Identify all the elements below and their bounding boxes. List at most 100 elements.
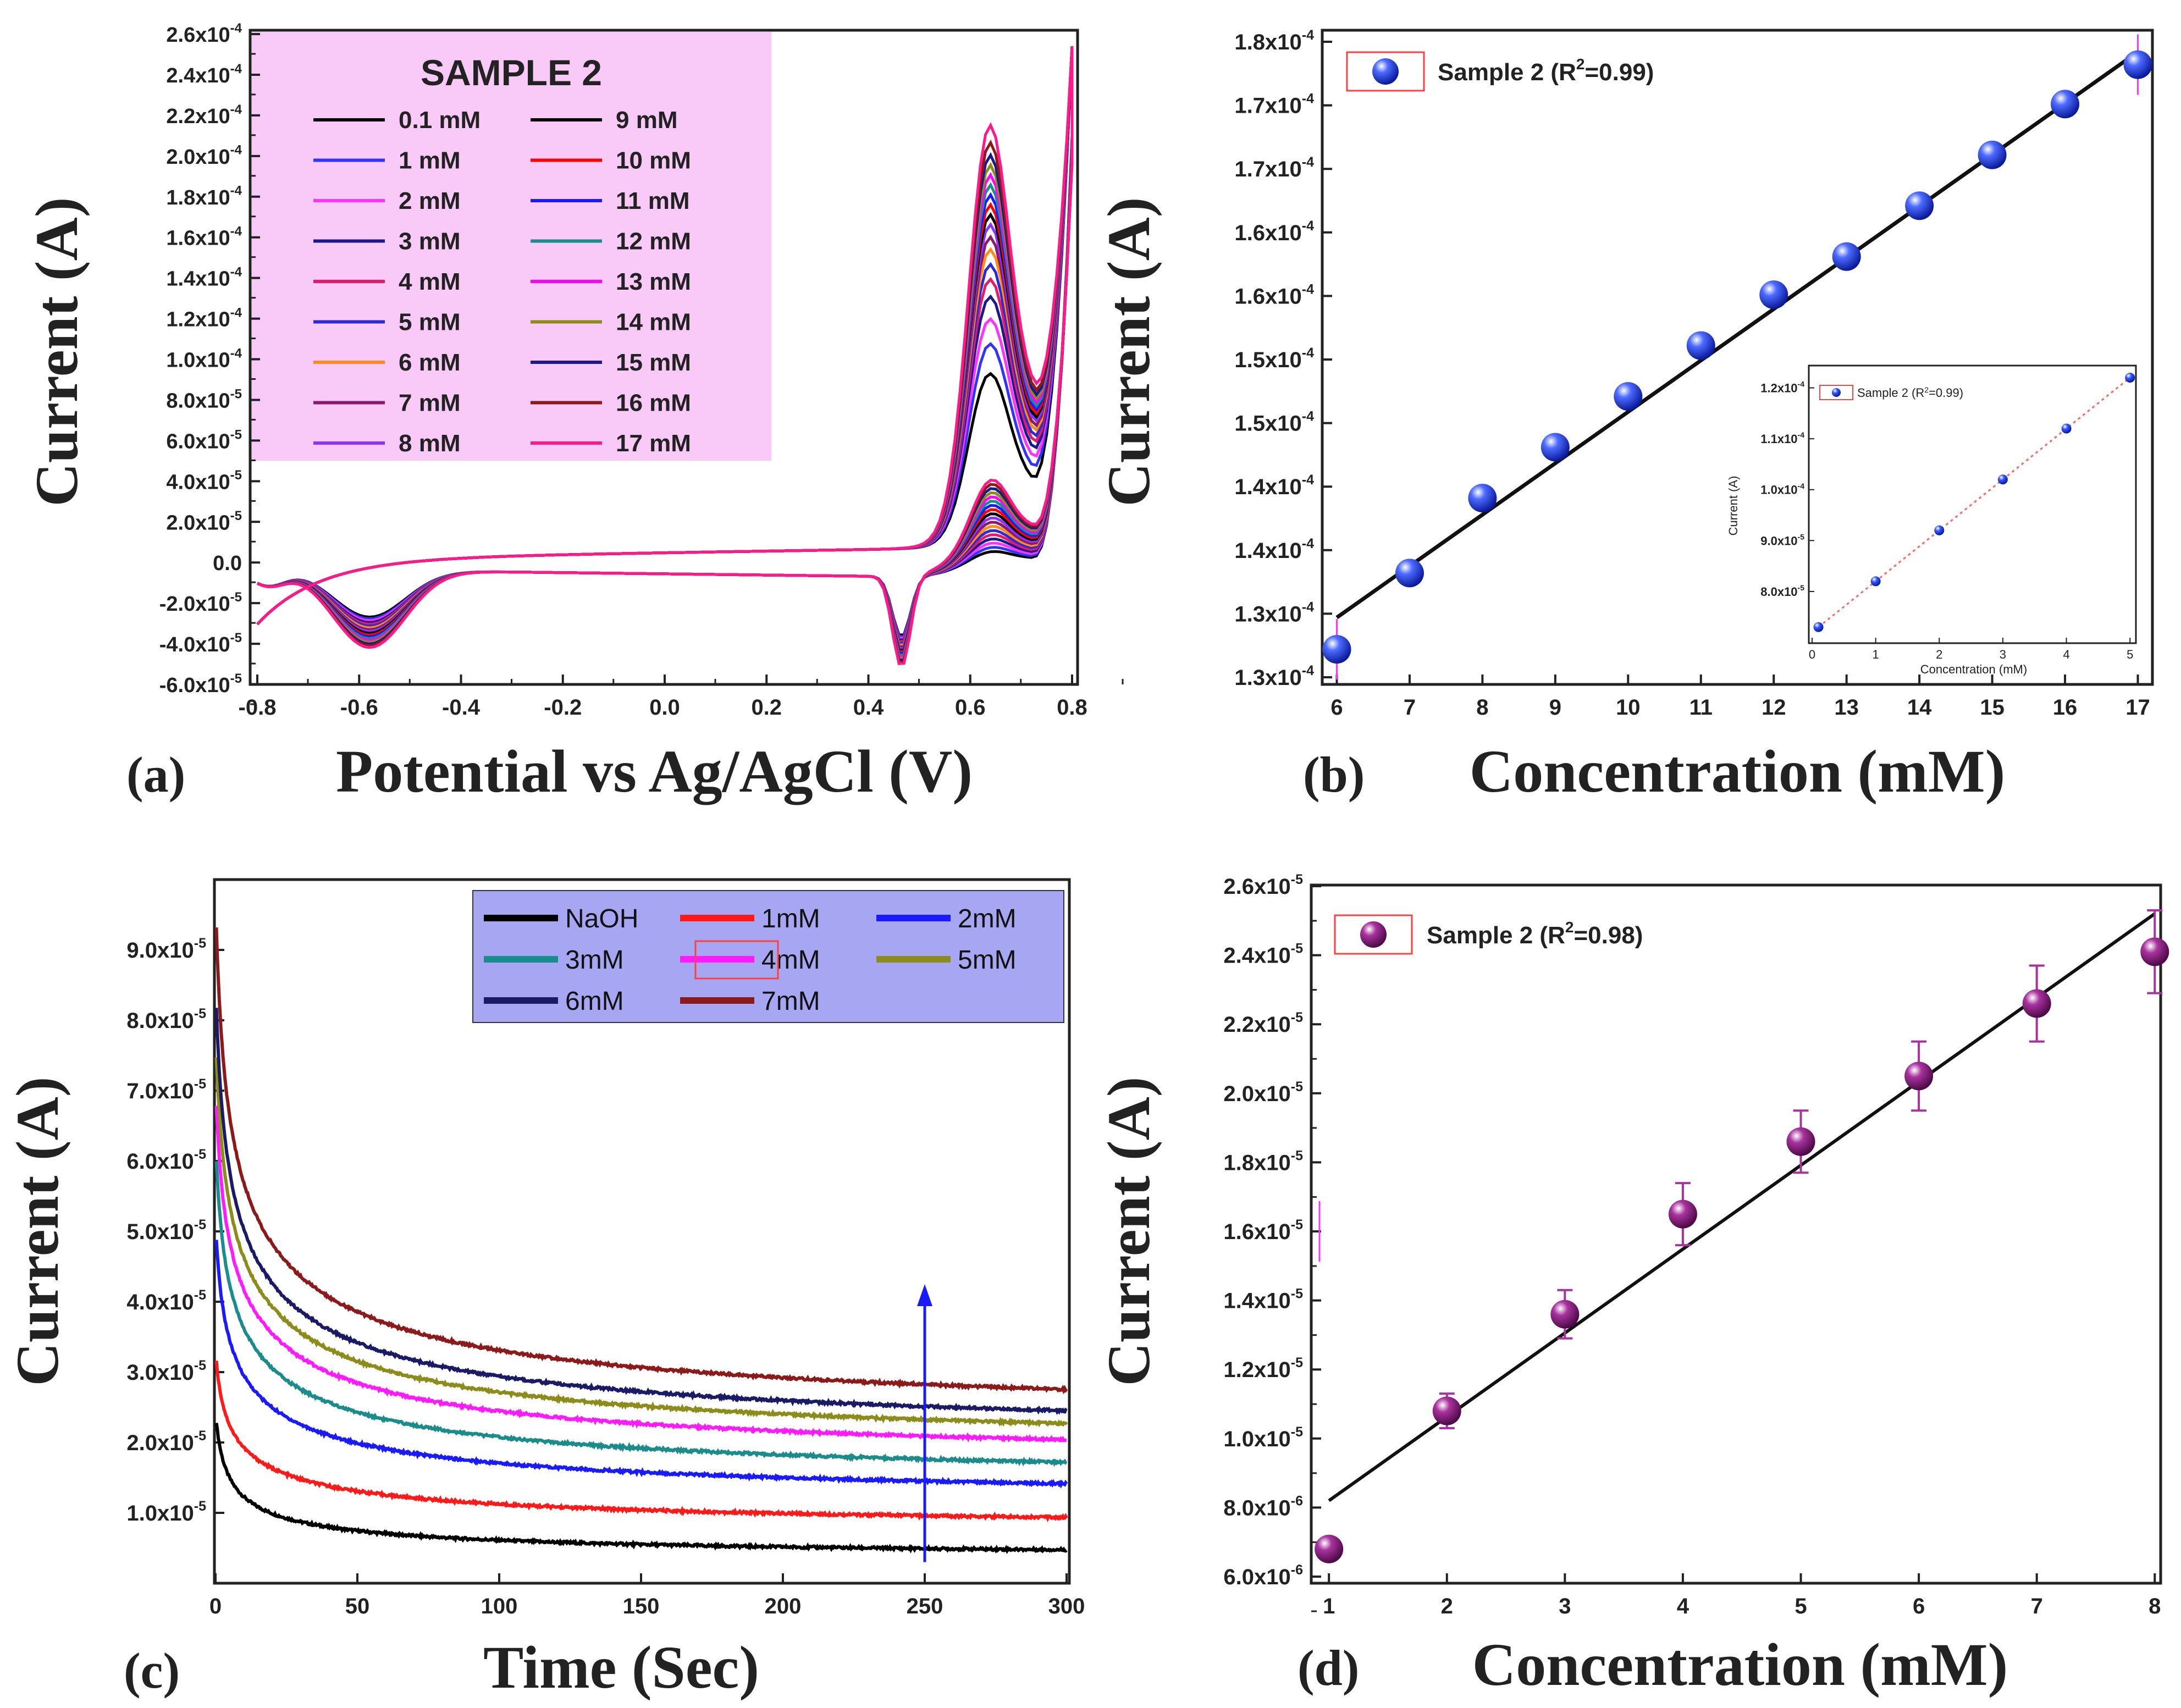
panel-a-legend-label: 14 mM xyxy=(616,309,691,336)
panel-b-y-tick-label-mantissa: 1.5x10 xyxy=(1234,412,1301,436)
panel-b-inset-y-tick-label-exponent: -4 xyxy=(1798,482,1805,490)
panel-a-legend-box xyxy=(252,32,771,461)
panel-c-legend-label: 4mM xyxy=(761,946,820,975)
panel-d-y-tick-label-exponent: -5 xyxy=(1291,1355,1303,1370)
panel-c-legend-label: 7mM xyxy=(761,987,820,1016)
panel-c-y-tick-label-exponent: -5 xyxy=(194,1217,206,1232)
panel-d-y-tick-label-mantissa: 1.2x10 xyxy=(1223,1358,1290,1382)
panel-a-legend-label: 4 mM xyxy=(399,268,460,295)
panel-b-y-tick-label: 1.6x10-4 xyxy=(1234,281,1314,308)
panel-b-y-ticks: 1.8x10-41.7x10-41.7x10-41.6x10-41.6x10-4… xyxy=(1234,27,1332,690)
panel-b-y-tick-label: 1.7x10-4 xyxy=(1234,91,1314,118)
panel-b-legend-label: Sample 2 (R2=0.99) xyxy=(1438,56,1654,86)
panel-a-y-tick-label: 6.0x10-5 xyxy=(166,427,242,453)
panel-b-inset: 1.2x10-41.1x10-41.0x10-49.0x10-58.0x10-5… xyxy=(1726,364,2137,676)
panel-a: SAMPLE 2 0.1 mM 1 mM 2 mM 3 mM 4 mM 5 mM 6 mM 7… xyxy=(23,21,1124,805)
panel-b-y-tick-label-exponent: -4 xyxy=(1302,472,1314,488)
panel-b-point xyxy=(1978,140,2007,169)
panel-a-y-tick-label: 0.0 xyxy=(213,552,242,575)
panel-b-x-tick-label: 7 xyxy=(1404,695,1416,720)
panel-b-y-tick-label: 1.8x10-4 xyxy=(1234,27,1314,54)
panel-c-y-tick-label-mantissa: 7.0x10 xyxy=(126,1079,194,1103)
panel-c-y-tick-label-exponent: -5 xyxy=(194,1006,206,1021)
panel-d-x-tick-label: 6 xyxy=(1913,1594,1925,1618)
panel-a-y-tick-label-exponent: -4 xyxy=(230,62,242,76)
panel-a-x-tick-label: 0.0 xyxy=(649,695,680,720)
panel-b-y-tick-label-mantissa: 1.7x10 xyxy=(1234,94,1301,118)
panel-b-inset-y-tick-label: 1.1x10-4 xyxy=(1760,430,1804,446)
panel-b-legend: Sample 2 (R2=0.99) xyxy=(1346,51,1654,92)
panel-a-legend-title: SAMPLE 2 xyxy=(421,52,602,93)
panel-b-y-tick-label-mantissa: 1.8x10 xyxy=(1234,30,1301,54)
panel-a-y-tick-label-mantissa: 2.0x10 xyxy=(166,511,230,534)
panel-b-y-tick-label: 1.3x10-4 xyxy=(1234,663,1314,690)
panel-d-point xyxy=(1432,1396,1461,1425)
panel-d-x-tick-label: 4 xyxy=(1677,1594,1689,1618)
panel-b-legend-text: Sample 2 (R xyxy=(1438,59,1576,86)
panel-a-y-tick-label-mantissa: 1.0x10 xyxy=(166,349,230,372)
panel-a-legend-label: 13 mM xyxy=(616,268,691,295)
panel-a-y-tick-label-exponent: -4 xyxy=(230,143,242,158)
panel-c-x-tick-label: 200 xyxy=(765,1594,802,1618)
panel-b-inset-x-axis-title: Concentration (mM) xyxy=(1920,662,2027,676)
panel-c-label: (c) xyxy=(124,1643,180,1699)
panel-c-x-axis-title: Time (Sec) xyxy=(483,1634,759,1701)
panel-d-x-tick-label: 1 xyxy=(1323,1594,1335,1618)
panel-d-y-tick-label-exponent: -5 xyxy=(1291,1010,1303,1025)
panel-b-point xyxy=(1540,433,1570,462)
panel-a-y-tick-label-exponent: -4 xyxy=(230,102,242,117)
panel-c-y-tick-label-mantissa: 5.0x10 xyxy=(126,1220,194,1244)
panel-b-point xyxy=(1322,635,1351,664)
panel-d-y-tick-label: 2.0x10-5 xyxy=(1223,1079,1303,1106)
panel-d-y-tick-label: 8.0x10-6 xyxy=(1223,1493,1303,1520)
panel-b-y-tick-label-mantissa: 1.3x10 xyxy=(1234,666,1301,690)
panel-b-point xyxy=(2123,50,2152,79)
panel-c-y-tick-label: 1.0x10-5 xyxy=(126,1499,206,1525)
panel-c-y-tick-label-exponent: -5 xyxy=(194,936,206,951)
panel-b-x-tick-label: 8 xyxy=(1476,695,1488,720)
panel-d-y-tick-label-exponent: -5 xyxy=(1291,1079,1303,1095)
panel-c-x-ticks: 0 50 100 150 200 250 300 xyxy=(209,1573,1085,1618)
panel-c-y-tick-label: 8.0x10-5 xyxy=(126,1006,206,1033)
panel-a-x-tick-label: 0.4 xyxy=(853,695,884,720)
panel-b-point xyxy=(1686,331,1715,360)
panel-a-y-tick-label-mantissa: -6.0x10 xyxy=(159,674,230,697)
panel-d-x-tick-label: 3 xyxy=(1559,1594,1571,1618)
panel-b-x-tick-label: 13 xyxy=(1834,695,1859,720)
panel-d-y-tick-label-exponent: -5 xyxy=(1291,1424,1303,1440)
panel-a-label: (a) xyxy=(126,747,185,803)
panel-b-y-tick-label-exponent: -4 xyxy=(1302,536,1314,551)
panel-d-y-tick-label-mantissa: 2.4x10 xyxy=(1223,944,1290,968)
panel-c-y-tick-label-mantissa: 8.0x10 xyxy=(126,1009,194,1033)
panel-a-y-tick-label-mantissa: 6.0x10 xyxy=(166,430,230,453)
panel-a-legend-label: 8 mM xyxy=(399,430,460,457)
panel-c-legend-label: 6mM xyxy=(565,987,624,1016)
panel-b-y-tick-label-exponent: -4 xyxy=(1302,599,1314,615)
panel-c-legend-highlight xyxy=(694,940,779,980)
panel-b-x-tick-label: 16 xyxy=(2053,695,2078,720)
panel-d-point xyxy=(1550,1300,1580,1329)
panel-c-curve-3mM xyxy=(214,1161,1068,1467)
panel-a-y-tick-label: 1.8x10-4 xyxy=(166,184,242,209)
panel-d-point xyxy=(2022,989,2051,1018)
panel-a-legend-label: 1 mM xyxy=(399,147,460,174)
panel-a-y-tick-label-exponent: -5 xyxy=(230,590,242,605)
panel-d-y-tick-label-exponent: -5 xyxy=(1291,941,1303,957)
panel-a-curve-17mM xyxy=(256,46,1074,665)
panel-b-inset-x-tick-label: 4 xyxy=(2063,648,2069,661)
panel-a-y-tick-label-exponent: -4 xyxy=(230,184,242,198)
panel-b-inset-y-tick-label-exponent: -4 xyxy=(1798,430,1805,439)
panel-b-y-axis-title: Current (A) xyxy=(1095,197,1162,506)
panel-b-inset-points xyxy=(1813,373,2135,632)
panel-b-fit-line xyxy=(1335,50,2139,620)
panel-b-inset-y-tick-label: 8.0x10-5 xyxy=(1760,583,1804,599)
panel-d-point xyxy=(1786,1127,1815,1156)
panel-b-inset-y-tick-label-mantissa: 9.0x10 xyxy=(1760,534,1797,548)
panel-d-legend-marker xyxy=(1360,921,1387,948)
panel-c-y-tick-label: 7.0x10-5 xyxy=(126,1076,206,1103)
panel-c-x-tick-label: 150 xyxy=(623,1594,660,1618)
panel-d-y-tick-label-mantissa: 6.0x10 xyxy=(1223,1565,1290,1589)
panel-d-y-tick-label: 2.4x10-5 xyxy=(1223,941,1303,968)
panel-a-y-tick-label-exponent: -5 xyxy=(230,508,242,523)
panel-b-inset-x-tick-label: 2 xyxy=(1936,648,1942,661)
